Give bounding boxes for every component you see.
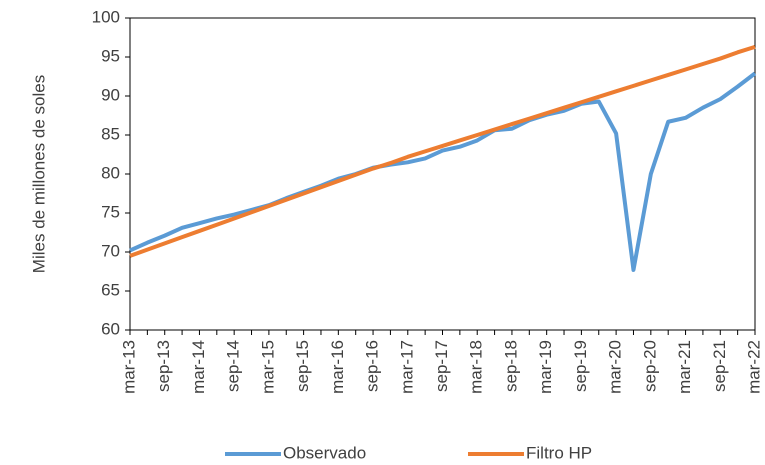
x-tick-label: sep-20	[640, 340, 659, 392]
x-tick-label: sep-17	[432, 340, 451, 392]
y-axis-title: Miles de millones de soles	[29, 75, 48, 273]
y-tick-label: 95	[101, 46, 120, 65]
x-tick-label: mar-15	[258, 340, 277, 394]
y-tick-label: 75	[101, 202, 120, 221]
x-tick-label: sep-13	[154, 340, 173, 392]
y-tick-label: 100	[92, 7, 120, 26]
legend-label: Filtro HP	[526, 443, 592, 462]
y-tick-label: 90	[101, 85, 120, 104]
x-tick-label: mar-21	[675, 340, 694, 394]
x-tick-label: sep-18	[501, 340, 520, 392]
y-tick-label: 85	[101, 124, 120, 143]
x-tick-label: mar-14	[189, 340, 208, 394]
x-tick-label: mar-19	[536, 340, 555, 394]
series-line	[129, 71, 757, 272]
legend-label: Observado	[283, 443, 366, 462]
x-tick-label: mar-20	[606, 340, 625, 394]
x-tick-label: mar-18	[467, 340, 486, 394]
y-tick-label: 80	[101, 163, 120, 182]
y-tick-label: 70	[101, 241, 120, 260]
series-line	[129, 44, 756, 258]
x-tick-label: sep-14	[224, 340, 243, 392]
x-tick-label: mar-17	[397, 340, 416, 394]
x-tick-label: sep-15	[293, 340, 312, 392]
x-tick-label: sep-19	[571, 340, 590, 392]
y-tick-label: 60	[101, 319, 120, 338]
x-tick-label: mar-13	[119, 340, 138, 394]
plot-border	[129, 17, 756, 331]
x-tick-label: sep-16	[363, 340, 382, 392]
x-tick-label: mar-22	[744, 340, 763, 394]
y-tick-label: 65	[101, 280, 120, 299]
x-tick-label: sep-21	[710, 340, 729, 392]
x-tick-label: mar-16	[328, 340, 347, 394]
